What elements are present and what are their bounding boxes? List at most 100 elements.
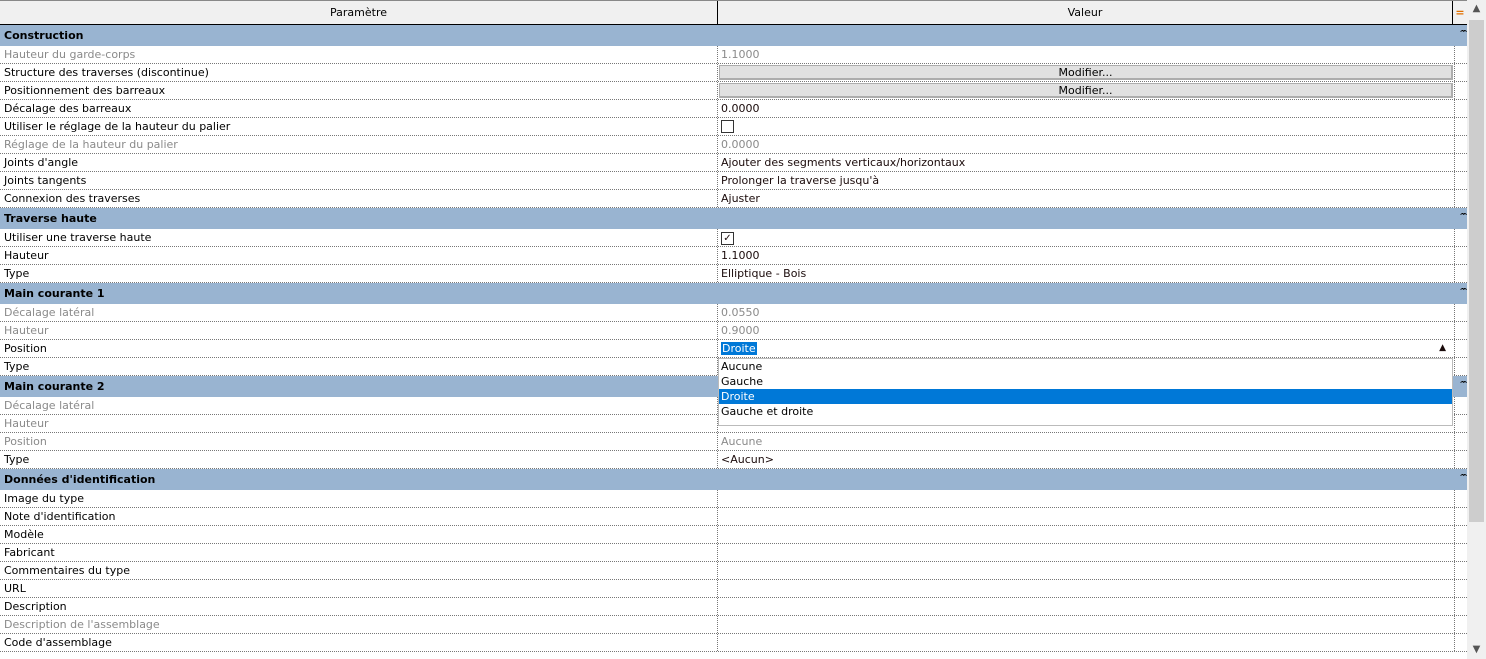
parameter-label: Réglage de la hauteur du palier: [0, 136, 718, 153]
group-header[interactable]: Données d'identification ⌃⌃: [0, 469, 1469, 490]
scroll-down-icon[interactable]: ▼: [1472, 644, 1481, 655]
modify-button[interactable]: Modifier...: [719, 83, 1453, 98]
checkbox-unchecked[interactable]: [721, 120, 734, 133]
position-selected-value[interactable]: Droite: [721, 342, 757, 355]
parameter-value[interactable]: Modifier...: [718, 64, 1455, 81]
parameter-value: 0.9000: [718, 322, 1455, 339]
parameter-value[interactable]: [718, 358, 1455, 375]
row-spacer: [1455, 304, 1467, 321]
property-row: Description: [0, 598, 1467, 616]
parameter-value[interactable]: 0.0000: [718, 100, 1455, 117]
value-text: 1.1000: [721, 249, 760, 262]
parameter-label: Hauteur du garde-corps: [0, 46, 718, 63]
vertical-scrollbar[interactable]: ▲ ▼: [1467, 0, 1486, 659]
property-row: Hauteur: [0, 415, 1467, 433]
row-spacer: [1455, 64, 1467, 81]
parameter-value[interactable]: [718, 544, 1455, 561]
parameter-value[interactable]: <Aucun>: [718, 451, 1455, 468]
parameter-label: Position: [0, 340, 718, 357]
collapse-icon[interactable]: ⌃⌃: [1458, 29, 1468, 38]
parameter-value[interactable]: [718, 580, 1455, 597]
parameter-label: Image du type: [0, 490, 718, 507]
parameter-label: Type: [0, 451, 718, 468]
parameter-value[interactable]: [718, 118, 1455, 135]
modify-button[interactable]: Modifier...: [719, 65, 1453, 80]
property-row: Structure des traverses (discontinue) Mod…: [0, 64, 1467, 82]
parameter-label: Structure des traverses (discontinue): [0, 64, 718, 81]
parameter-label: Note d'identification: [0, 508, 718, 525]
value-text: Ajouter des segments verticaux/horizonta…: [721, 156, 966, 169]
parameter-value[interactable]: Elliptique - Bois: [718, 265, 1455, 282]
row-spacer: [1455, 322, 1467, 339]
parameter-label: Hauteur: [0, 415, 718, 432]
property-row: Code d'assemblage: [0, 634, 1467, 652]
parameter-value: [718, 415, 1455, 432]
parameter-value[interactable]: ✓: [718, 229, 1455, 246]
parameter-label: Utiliser le réglage de la hauteur du pal…: [0, 118, 718, 135]
parameter-value[interactable]: Prolonger la traverse jusqu'à: [718, 172, 1455, 189]
parameter-value[interactable]: Modifier...: [718, 82, 1455, 99]
parameter-value[interactable]: Droite ▲: [718, 340, 1455, 357]
property-row: Connexion des traverses Ajuster: [0, 190, 1467, 208]
parameter-value[interactable]: Ajuster: [718, 190, 1455, 207]
group-header[interactable]: Main courante 1 ⌃⌃: [0, 283, 1469, 304]
parameter-value[interactable]: Ajouter des segments verticaux/horizonta…: [718, 154, 1455, 171]
property-row: Joints d'angle Ajouter des segments verti…: [0, 154, 1467, 172]
parameter-label: Commentaires du type: [0, 562, 718, 579]
value-text: Prolonger la traverse jusqu'à: [721, 174, 880, 187]
column-header-parametre[interactable]: Paramètre: [0, 1, 718, 24]
parameter-label: Connexion des traverses: [0, 190, 718, 207]
parameter-value: 0.0550: [718, 304, 1455, 321]
property-row: Description de l'assemblage: [0, 616, 1467, 634]
column-options-icon[interactable]: =: [1455, 6, 1465, 19]
dropdown-option[interactable]: Gauche: [721, 375, 764, 388]
chevron-up-icon[interactable]: ▲: [1439, 343, 1446, 353]
dropdown-option[interactable]: Droite: [719, 389, 1452, 404]
group-title: Données d'identification: [4, 473, 156, 486]
parameter-value[interactable]: [718, 508, 1455, 525]
value-text: 0.0550: [721, 306, 760, 319]
parameter-label: Hauteur: [0, 247, 718, 264]
group-title: Traverse haute: [4, 212, 97, 225]
property-row: Hauteur du garde-corps 1.1000: [0, 46, 1467, 64]
column-header-valeur[interactable]: Valeur: [718, 1, 1453, 24]
collapse-icon[interactable]: ⌃⌃: [1458, 473, 1468, 482]
row-spacer: [1455, 229, 1467, 246]
collapse-icon[interactable]: ⌃⌃: [1458, 380, 1468, 389]
group-header[interactable]: Traverse haute ⌃⌃: [0, 208, 1469, 229]
parameter-value[interactable]: [718, 598, 1455, 615]
row-spacer: [1455, 358, 1467, 375]
collapse-icon[interactable]: ⌃⌃: [1458, 212, 1468, 221]
row-spacer: [1455, 490, 1467, 507]
parameter-label: Description de l'assemblage: [0, 616, 718, 633]
parameter-value[interactable]: [718, 562, 1455, 579]
parameter-value[interactable]: [718, 526, 1455, 543]
parameter-label: Décalage des barreaux: [0, 100, 718, 117]
property-row: Hauteur 1.1000: [0, 247, 1467, 265]
property-row: Modèle: [0, 526, 1467, 544]
row-spacer: [1455, 562, 1467, 579]
grid-header: Paramètre Valeur =: [0, 0, 1467, 25]
property-row: Commentaires du type: [0, 562, 1467, 580]
parameter-value[interactable]: 1.1000: [718, 247, 1455, 264]
parameter-label: Joints tangents: [0, 172, 718, 189]
position-dropdown-list[interactable]: Aucune Gauche Droite Gauche et droite: [718, 358, 1453, 426]
property-row: Utiliser une traverse haute ✓: [0, 229, 1467, 247]
property-row: Note d'identification: [0, 508, 1467, 526]
parameter-label: Décalage latéral: [0, 397, 718, 414]
property-row: Hauteur 0.9000: [0, 322, 1467, 340]
row-spacer: [1455, 415, 1467, 432]
scroll-up-icon[interactable]: ▲: [1472, 3, 1481, 14]
dropdown-option[interactable]: Aucune: [721, 360, 763, 373]
parameter-value[interactable]: [718, 490, 1455, 507]
dropdown-option[interactable]: Gauche et droite: [721, 405, 814, 418]
group-header[interactable]: Construction ⌃⌃: [0, 25, 1469, 46]
parameter-value: [718, 397, 1455, 414]
row-spacer: [1455, 340, 1467, 357]
checkbox-checked[interactable]: ✓: [721, 232, 734, 245]
parameter-label: Hauteur: [0, 322, 718, 339]
scroll-thumb[interactable]: [1469, 20, 1484, 522]
parameter-label: Décalage latéral: [0, 304, 718, 321]
collapse-icon[interactable]: ⌃⌃: [1458, 287, 1468, 296]
parameter-value[interactable]: [718, 634, 1455, 651]
